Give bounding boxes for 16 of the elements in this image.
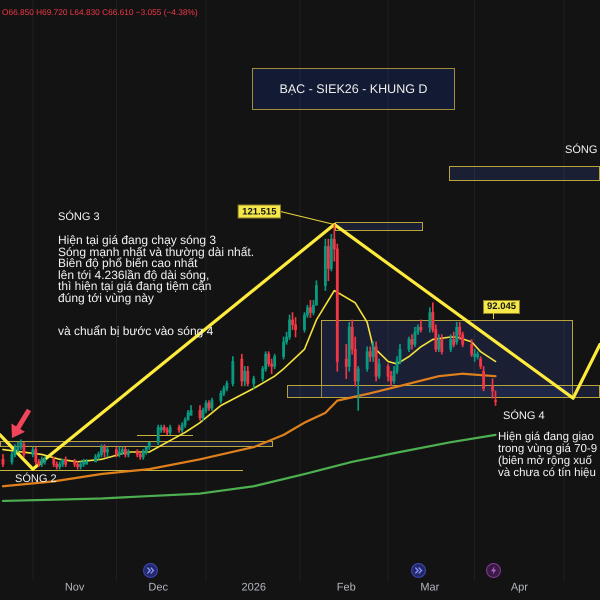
annotation: 92.045 — [483, 300, 520, 314]
text: O66.850 H69.720 L64.830 C66.610 −3.055 (−4.38%) — [2, 6, 198, 18]
annotation: SÓNG 4 — [503, 410, 545, 422]
x-tick-label: Mar — [420, 582, 440, 594]
annotation: Hiện giá đang giao trong vùng giá 70-9 (biên mở rộng xuố và chưa có tín hiệu — [498, 431, 598, 479]
text: SÓNG — [565, 144, 598, 156]
annotation: và chuẩn bị bước vào sóng 4 — [58, 324, 214, 338]
x-tick-label: Dec — [148, 582, 168, 594]
text: SÓNG 3 — [58, 210, 100, 224]
x-tick-label: Feb — [336, 582, 356, 594]
x-tick-label: Apr — [510, 582, 528, 594]
annotation: 121.515 — [242, 206, 278, 218]
annotation: Hiện tại giá đang chạy sóng 3 Sóng mạnh nhất và thường dài nhất. Biên độ phổ biến cao nhất lên tới 4.236lần độ dài sóng, thì hiện tại giá đang tiệm cận đúng tới vùng này — [58, 233, 254, 304]
x-tick-label: Nov — [64, 582, 85, 594]
chart-title: BẠC - SIEK26 - KHUNG D — [280, 82, 428, 96]
x-tick-label: 2026 — [241, 582, 266, 594]
